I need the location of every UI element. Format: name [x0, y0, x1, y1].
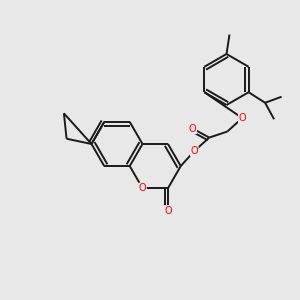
Text: O: O [139, 183, 146, 193]
Text: O: O [190, 146, 198, 156]
Text: O: O [164, 206, 172, 216]
Text: O: O [238, 113, 246, 123]
Text: O: O [189, 124, 196, 134]
